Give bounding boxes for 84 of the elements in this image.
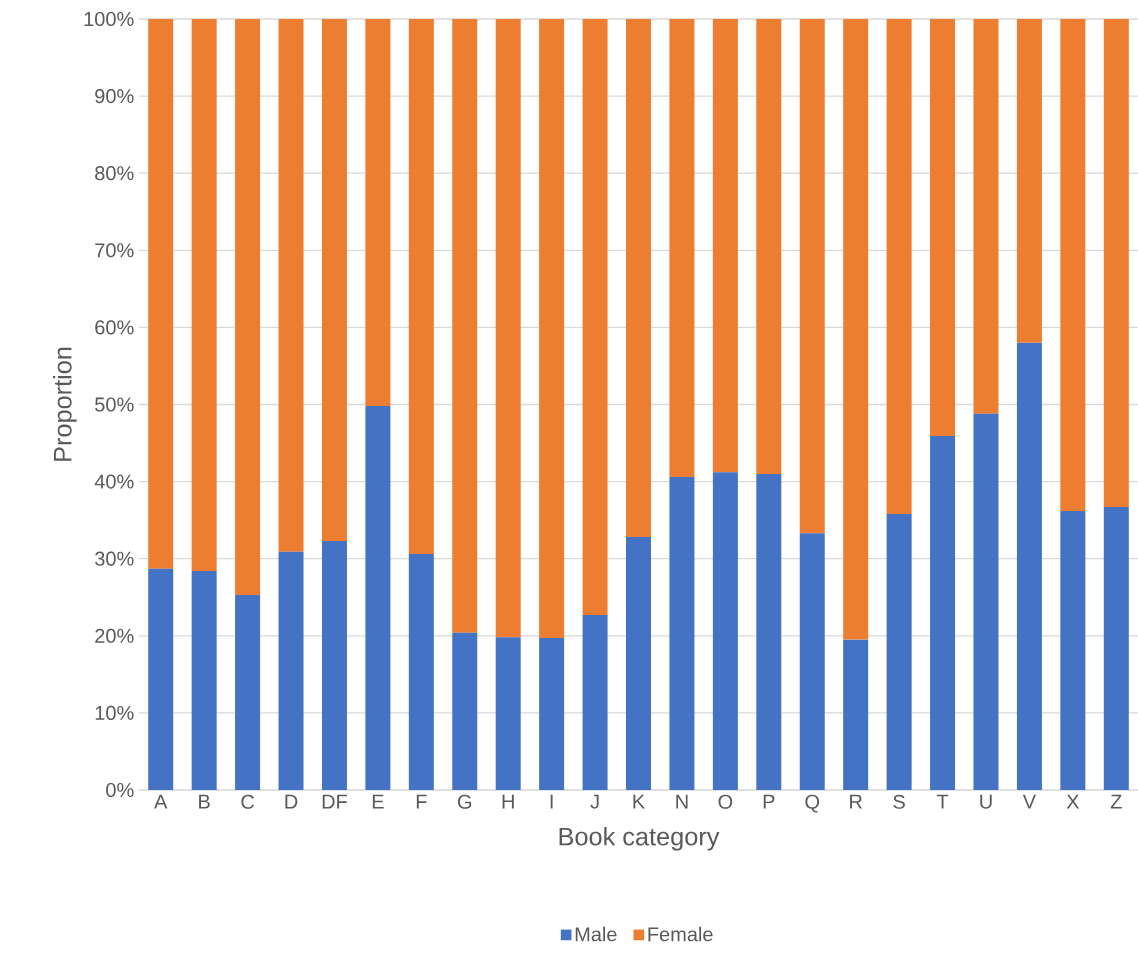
bar: [408, 554, 434, 790]
bar: [452, 632, 478, 790]
y-tick-label: 0%: [106, 782, 134, 798]
y-tick-label: 100%: [84, 11, 134, 27]
x-tick-label: DF: [322, 794, 347, 809]
bar: [235, 594, 261, 790]
x-tick-label: X: [1066, 794, 1080, 809]
bar: [799, 533, 825, 790]
x-tick-label: I: [550, 794, 553, 809]
legend-label: Male: [575, 926, 617, 942]
y-tick-label: 10%: [95, 705, 134, 720]
bar: [582, 18, 608, 615]
bar: [756, 18, 782, 474]
bar: [669, 476, 695, 790]
bar: [712, 472, 738, 790]
bar: [1103, 507, 1129, 790]
bar: [1016, 342, 1042, 790]
y-axis-title: Proportion: [53, 347, 77, 461]
x-tick-label: E: [372, 794, 384, 809]
x-tick-label: F: [416, 794, 427, 809]
bar: [843, 18, 869, 640]
bar: [191, 571, 217, 790]
y-tick-label: 50%: [95, 397, 134, 412]
bar: [495, 18, 521, 638]
bar: [495, 637, 521, 790]
x-tick-label: G: [457, 794, 472, 809]
bar: [626, 537, 652, 790]
legend-label: Female: [648, 926, 713, 942]
bar: [235, 18, 261, 595]
y-tick-label: 70%: [95, 243, 134, 258]
bar: [886, 513, 912, 790]
bar: [408, 18, 434, 555]
bar: [539, 638, 565, 790]
bar: [1060, 18, 1086, 511]
bar: [843, 639, 869, 790]
bar: [973, 413, 999, 790]
x-tick-label: J: [590, 794, 599, 809]
bar: [886, 18, 912, 514]
x-tick-label: H: [502, 794, 514, 809]
y-tick-label: 20%: [95, 628, 134, 643]
bar: [148, 568, 174, 790]
bar: [321, 540, 347, 790]
x-tick-label: A: [154, 794, 168, 809]
bar: [452, 18, 478, 633]
bar: [278, 551, 304, 790]
bar: [365, 18, 391, 407]
bar: [148, 18, 174, 569]
x-tick-label: S: [893, 794, 905, 809]
x-tick-label: T: [936, 794, 949, 809]
x-tick-label: U: [980, 794, 992, 809]
y-tick-label: 80%: [95, 166, 134, 181]
bar: [756, 473, 782, 790]
bar: [1016, 18, 1042, 343]
y-tick-label: 60%: [95, 320, 134, 335]
bar: [669, 18, 695, 477]
bar: [799, 18, 825, 534]
bar: [712, 18, 738, 473]
x-tick-label: D: [285, 794, 298, 809]
x-tick-label: K: [633, 794, 645, 809]
y-tick-label: 30%: [95, 551, 134, 566]
bar: [278, 18, 304, 552]
x-tick-label: C: [241, 794, 255, 809]
bar: [582, 614, 608, 790]
bar: [930, 18, 956, 437]
bar: [191, 18, 217, 572]
x-tick-label: Z: [1110, 794, 1122, 809]
x-axis-title: Book category: [559, 826, 720, 851]
bar: [626, 18, 652, 538]
x-tick-label: O: [718, 794, 733, 809]
x-tick-label: V: [1022, 794, 1036, 809]
y-tick-label: 90%: [95, 89, 134, 104]
x-tick-label: R: [850, 794, 862, 809]
bar: [365, 406, 391, 790]
y-tick-label: 40%: [94, 474, 134, 489]
x-tick-label: Q: [805, 794, 820, 813]
x-tick-label: N: [676, 794, 688, 809]
bar: [539, 18, 565, 639]
bar: [1103, 18, 1129, 508]
x-tick-label: B: [199, 794, 210, 809]
bar: [973, 18, 999, 414]
x-tick-label: P: [763, 794, 775, 809]
bar: [930, 436, 956, 790]
bar: [321, 18, 347, 541]
bar: [1060, 510, 1086, 790]
